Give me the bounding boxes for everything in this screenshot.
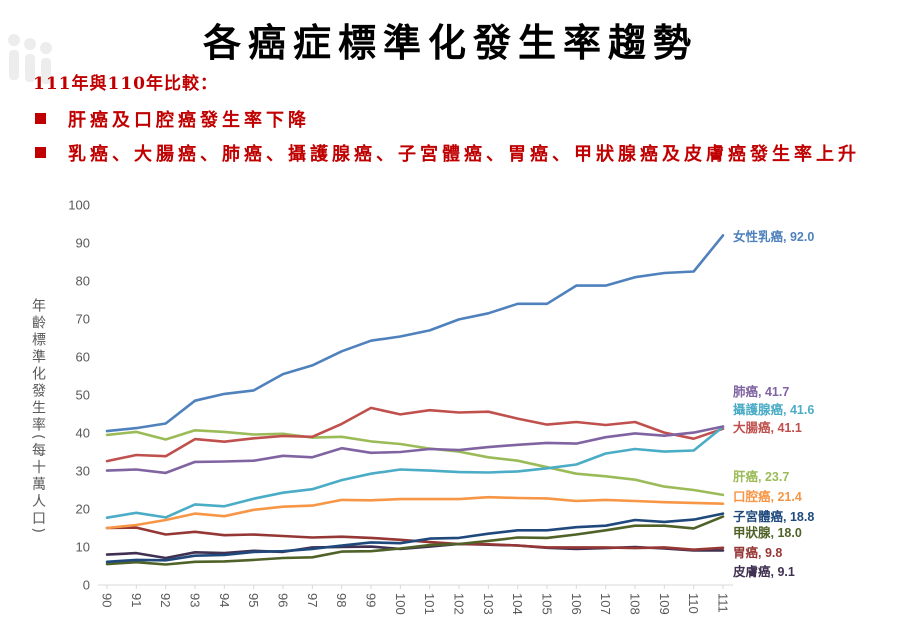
y-tick-label: 70 (76, 312, 90, 327)
x-tick-label: 103 (481, 593, 496, 615)
x-tick-label: 101 (422, 593, 437, 615)
x-tick-label: 98 (334, 593, 349, 607)
series-end-value: , 18.8 (783, 510, 814, 524)
series-line-3 (105, 406, 725, 463)
series-line-7 (105, 515, 725, 566)
x-tick-label: 93 (188, 593, 203, 607)
bullet-item: 肝癌及口腔癌發生率下降 (33, 106, 893, 132)
series-end-value: , 41.6 (783, 403, 814, 417)
series-end-value: , 41.1 (771, 421, 802, 435)
slide-title: 各癌症標準化發生率趨勢 (202, 20, 698, 65)
x-tick-label: 105 (540, 593, 555, 615)
series-end-value: , 21.4 (771, 490, 802, 504)
series-end-label-7: 甲狀腺, 18.0 (733, 525, 802, 540)
series-name: 女性乳癌 (733, 229, 784, 244)
series-line-4 (105, 429, 725, 497)
series-end-value: , 41.7 (758, 385, 789, 399)
x-tick-label: 97 (305, 593, 320, 607)
series-end-label-2: 攝護腺癌, 41.6 (733, 402, 814, 417)
x-tick-label: 94 (217, 593, 232, 607)
x-tick-label: 92 (158, 593, 173, 607)
y-axis-label: 年齡標準化發生率(每十萬人口) (30, 298, 46, 536)
bullet-text: 肝癌及口腔癌發生率下降 (68, 110, 310, 131)
series-name: 口腔癌 (733, 489, 771, 504)
series-line-0 (105, 234, 725, 433)
series-line-2 (105, 425, 725, 519)
series-end-label-0: 女性乳癌, 92.0 (733, 229, 814, 244)
bullet-text: 乳癌、大腸癌、肺癌、攝護腺癌、子宮體癌、胃癌、甲狀腺癌及皮膚癌發生率上升 (68, 144, 860, 165)
series-end-value: , 9.1 (771, 565, 795, 579)
x-tick-label: 96 (276, 593, 291, 607)
bullet-item: 乳癌、大腸癌、肺癌、攝護腺癌、子宮體癌、胃癌、甲狀腺癌及皮膚癌發生率上升 (33, 140, 893, 166)
series-end-label-4: 肝癌, 23.7 (733, 469, 789, 484)
series-end-label-9: 皮膚癌, 9.1 (732, 564, 795, 579)
series-name: 肝癌 (733, 469, 759, 484)
series-name: 肺癌 (733, 384, 759, 399)
x-tick-label: 95 (246, 593, 261, 607)
y-tick-label: 50 (76, 388, 90, 403)
series-name: 皮膚癌 (732, 564, 771, 579)
y-axis-ticks: 0 10 20 30 40 50 60 70 80 90 100 (68, 198, 90, 593)
comparison-subtitle: 111年與110年比較： (33, 74, 218, 94)
series-end-value: , 9.8 (758, 546, 782, 560)
series-end-label-5: 口腔癌, 21.4 (733, 489, 802, 504)
x-tick-label: 91 (129, 593, 144, 607)
y-tick-label: 30 (76, 464, 90, 479)
series-end-label-6: 子宮體癌, 18.8 (733, 509, 814, 524)
x-tick-label: 110 (686, 593, 701, 614)
x-tick-label: 106 (569, 593, 584, 615)
series-line-5 (105, 495, 725, 530)
bullet-square-icon (35, 113, 46, 124)
x-tick-label: 108 (628, 593, 643, 615)
x-axis-ticks: 90 91 92 93 94 95 96 97 98 99 100 101 102 103 104 105 10… (100, 585, 731, 615)
series-end-label-1: 肺癌, 41.7 (733, 384, 789, 399)
y-tick-label: 20 (76, 502, 90, 517)
x-tick-label: 90 (100, 593, 115, 607)
y-tick-label: 90 (76, 236, 90, 251)
series-name: 攝護腺癌 (733, 402, 784, 417)
x-tick-label: 100 (393, 593, 408, 615)
series-line-1 (105, 425, 725, 475)
series-name: 胃癌 (733, 545, 759, 560)
x-tick-label: 104 (510, 593, 525, 615)
x-tick-label: 102 (452, 593, 467, 615)
series-name: 甲狀腺 (733, 525, 771, 540)
logo-icon (8, 34, 52, 84)
series-end-labels: 女性乳癌, 92.0 肺癌, 41.7 攝護腺癌, 41.6 大腸癌, 41.1 肝癌,… (732, 229, 814, 579)
x-tick-label: 107 (598, 593, 613, 615)
series-end-label-8: 胃癌, 9.8 (733, 545, 782, 560)
bullet-square-icon (35, 147, 46, 158)
series-end-value: , 23.7 (758, 470, 789, 484)
y-tick-label: 100 (68, 198, 90, 213)
series-line-6 (105, 512, 725, 564)
series-end-label-3: 大腸癌, 41.1 (733, 420, 802, 435)
y-tick-label: 10 (76, 540, 90, 555)
y-tick-label: 80 (76, 274, 90, 289)
series-end-value: , 18.0 (771, 526, 802, 540)
y-tick-label: 40 (76, 426, 90, 441)
x-tick-label: 109 (657, 593, 672, 615)
y-tick-label: 60 (76, 350, 90, 365)
series-name: 大腸癌 (733, 420, 771, 435)
series-lines (105, 234, 725, 566)
y-tick-label: 0 (83, 578, 90, 593)
series-end-value: , 92.0 (783, 230, 814, 244)
x-tick-label: 111 (716, 593, 731, 613)
series-name: 子宮體癌 (733, 509, 784, 524)
x-tick-label: 99 (364, 593, 379, 607)
